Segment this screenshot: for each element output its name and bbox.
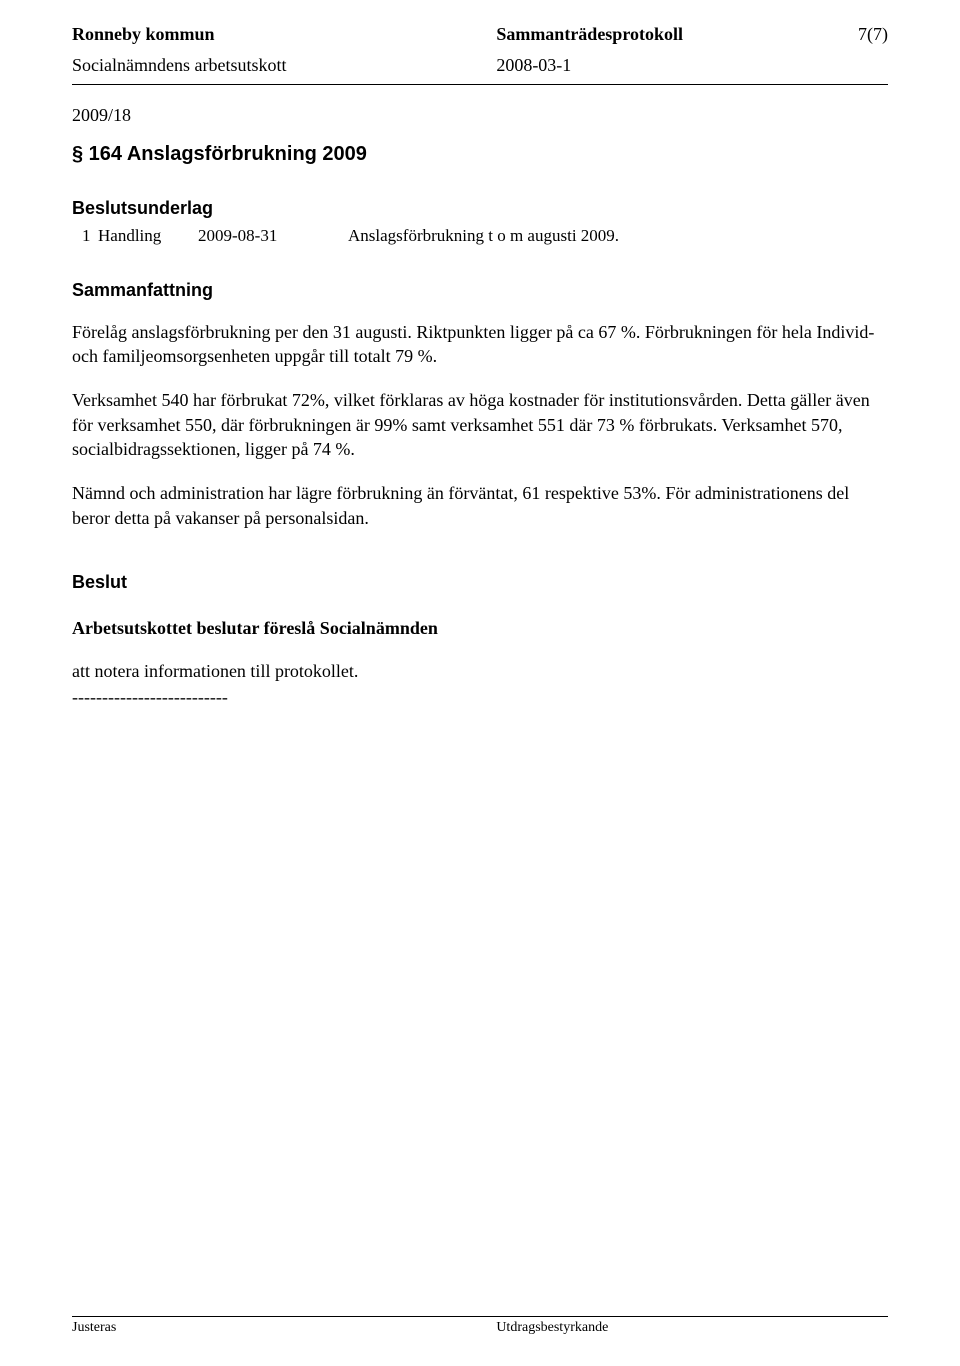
decision-line-1: Arbetsutskottet beslutar föreslå Socialn… — [72, 616, 888, 640]
header-committee: Socialnämndens arbetsutskott — [72, 55, 496, 76]
underlag-date: 2009-08-31 — [198, 225, 348, 248]
underlag-text: Anslagsförbrukning t o m augusti 2009. — [348, 225, 888, 248]
header-municipality: Ronneby kommun — [72, 24, 496, 45]
diary-number: 2009/18 — [72, 103, 888, 127]
summary-paragraph-2: Verksamhet 540 har förbrukat 72%, vilket… — [72, 388, 888, 461]
underlag-index: 1 — [72, 225, 98, 248]
header-row: Ronneby kommun Sammanträdesprotokoll 7(7… — [72, 24, 888, 45]
header-page-number: 7(7) — [806, 24, 888, 45]
decision-line-2: att notera informationen till protokolle… — [72, 659, 888, 683]
underlag-heading: Beslutsunderlag — [72, 196, 888, 220]
footer-left: Justeras — [72, 1320, 496, 1336]
underlag-row: 1 Handling 2009-08-31 Anslagsförbrukning… — [72, 225, 888, 248]
header-doc-type: Sammanträdesprotokoll — [496, 24, 806, 45]
summary-paragraph-3: Nämnd och administration har lägre förbr… — [72, 481, 888, 530]
summary-paragraph-1: Förelåg anslagsförbrukning per den 31 au… — [72, 320, 888, 369]
content: 2009/18 § 164 Anslagsförbrukning 2009 Be… — [72, 85, 888, 709]
decision-dashes: -------------------------- — [72, 685, 888, 709]
decision-heading: Beslut — [72, 570, 888, 594]
footer: Justeras Utdragsbestyrkande — [72, 1316, 888, 1336]
footer-line: Justeras Utdragsbestyrkande — [72, 1316, 888, 1336]
header-date: 2008-03-1 — [496, 55, 888, 76]
summary-heading: Sammanfattning — [72, 278, 888, 302]
footer-right: Utdragsbestyrkande — [496, 1320, 888, 1336]
underlag-type: Handling — [98, 225, 198, 248]
subheader-row: Socialnämndens arbetsutskott 2008-03-1 — [72, 55, 888, 76]
item-title: § 164 Anslagsförbrukning 2009 — [72, 141, 888, 168]
page: Ronneby kommun Sammanträdesprotokoll 7(7… — [0, 0, 960, 1366]
